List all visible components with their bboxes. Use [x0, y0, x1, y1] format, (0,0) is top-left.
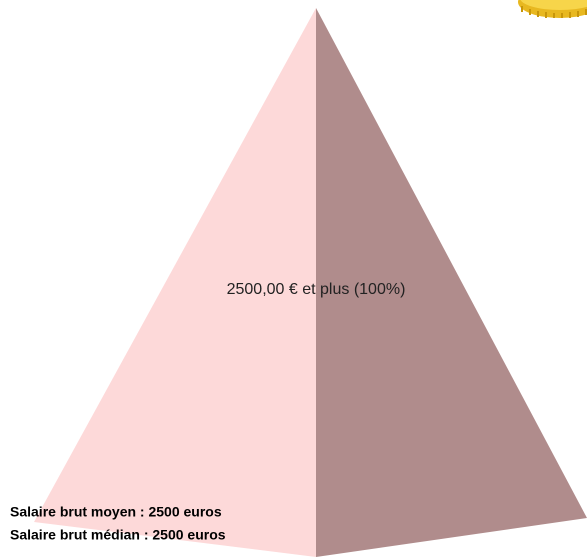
annotation: Salaire brut médian : 2500 euros [10, 527, 226, 543]
coin-decoration [518, 0, 587, 18]
annotation: Salaire brut moyen : 2500 euros [10, 504, 222, 520]
page: {"chart_data": {"type": "pyramid", "cate… [0, 0, 587, 557]
chart: 2500,00 € et plus (100%) Salaire brut moy… [0, 0, 587, 557]
segment-label: 2500,00 € et plus (100%) [227, 281, 406, 298]
value-label: (100%) [354, 281, 406, 298]
category-label: 2500,00 € et plus [227, 281, 350, 298]
